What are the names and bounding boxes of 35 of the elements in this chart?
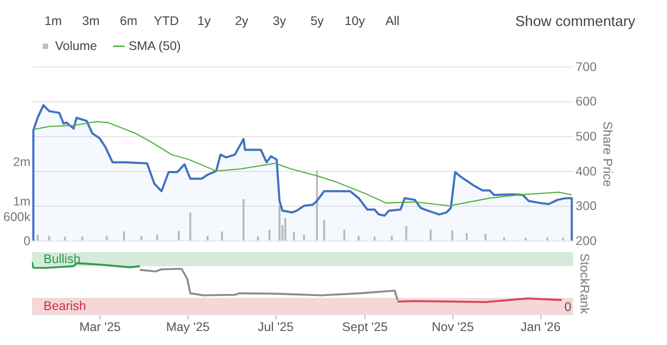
x-tick-label: May '25	[166, 320, 210, 334]
y2-tick-label: 500	[576, 130, 597, 144]
x-tick-label: Nov '25	[432, 320, 474, 334]
y-tick-label: 1m	[13, 194, 30, 208]
y2-tick-label: 300	[576, 199, 597, 214]
y-axis-title: StockRank	[577, 253, 592, 315]
y2-tick-label: 400	[576, 164, 597, 178]
x-tick-label: Jul '25	[258, 320, 294, 334]
y-tick-label: 0	[23, 234, 30, 248]
text: 5y	[310, 14, 324, 28]
line-series	[32, 120, 572, 206]
annotation: 0	[564, 300, 572, 314]
text: 10y	[344, 14, 366, 28]
x-tick-label: Sept '25	[342, 320, 388, 334]
text: Show commentary	[515, 14, 636, 30]
text: All	[385, 14, 400, 28]
x-tick-label: Mar '25	[79, 320, 121, 334]
text: YTD	[154, 14, 179, 28]
x-tick-label: Jan '26	[520, 320, 561, 334]
text: 2y	[235, 14, 250, 28]
y-tick-label: 600k	[3, 210, 32, 224]
y2-tick-label: 200	[576, 234, 597, 248]
text: 3m	[82, 14, 100, 28]
legend-label: SMA (50)	[128, 39, 181, 54]
y2-tick-label: 700	[576, 60, 597, 74]
band-label: Bearish	[44, 298, 86, 313]
text: 1m	[44, 14, 62, 28]
y2-tick-label: 600	[576, 94, 597, 109]
text: 6m	[120, 14, 138, 28]
text: 3y	[272, 14, 287, 28]
y-tick-label: 2m	[13, 154, 30, 169]
legend-label: Volume	[55, 39, 97, 54]
band-label: Bullish	[44, 252, 80, 266]
text: 1y	[197, 14, 212, 28]
y2-axis-title: Share Price	[600, 121, 614, 187]
